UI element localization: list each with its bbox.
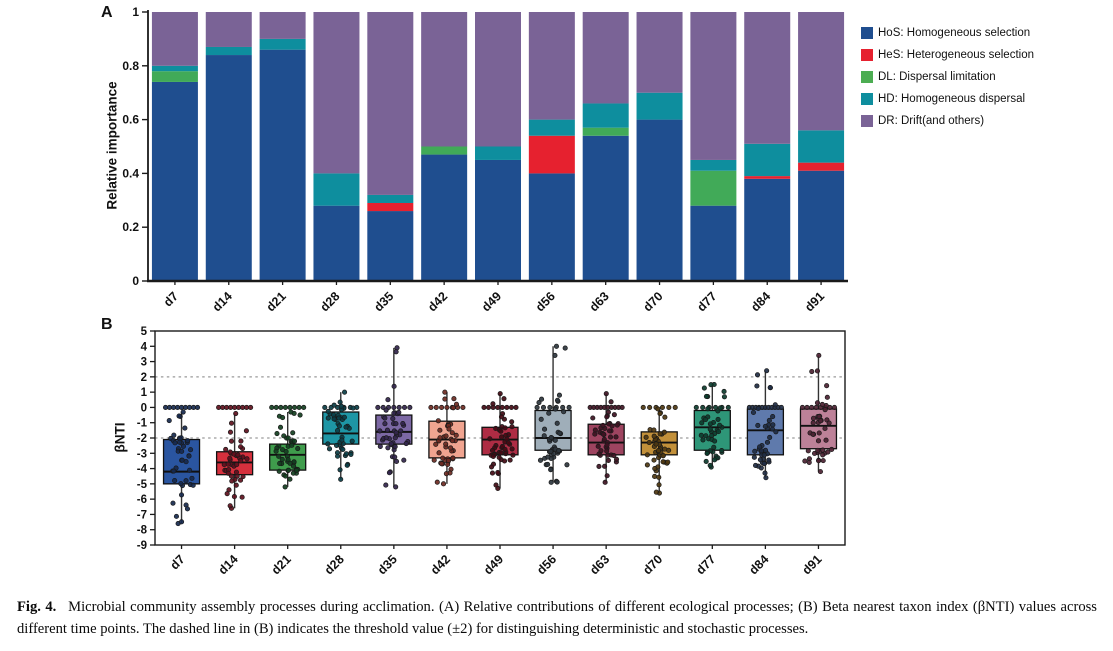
svg-text:-7: -7 [137, 509, 147, 521]
svg-text:0.8: 0.8 [122, 59, 139, 73]
svg-text:d84: d84 [746, 552, 771, 577]
svg-text:d49: d49 [479, 289, 504, 314]
svg-text:-9: -9 [137, 540, 147, 552]
legend-item-4: DR: Drift(and others) [861, 114, 1034, 127]
svg-text:0.6: 0.6 [122, 113, 139, 127]
svg-text:0.4: 0.4 [122, 166, 139, 180]
svg-text:d77: d77 [693, 552, 718, 577]
svg-text:-2: -2 [137, 433, 147, 445]
svg-text:d21: d21 [269, 552, 294, 577]
svg-text:3: 3 [141, 357, 147, 369]
svg-text:d35: d35 [371, 289, 396, 314]
svg-text:d28: d28 [317, 289, 342, 314]
chart-legend: HoS: Homogeneous selection HeS: Heterogen… [861, 26, 1034, 136]
svg-text:4: 4 [141, 341, 148, 353]
legend-swatch-icon [861, 92, 873, 105]
svg-text:-8: -8 [137, 525, 148, 537]
svg-text:d84: d84 [748, 289, 773, 314]
svg-text:0: 0 [141, 402, 147, 414]
svg-text:-6: -6 [137, 494, 147, 506]
svg-text:d7: d7 [161, 289, 181, 309]
svg-text:d91: d91 [802, 289, 827, 314]
svg-text:2: 2 [141, 372, 147, 384]
svg-text:d35: d35 [375, 552, 400, 577]
legend-item-label: HD: Homogeneous dispersal [878, 92, 1026, 105]
svg-text:d42: d42 [425, 289, 450, 314]
svg-text:d49: d49 [481, 552, 506, 577]
svg-text:1: 1 [141, 387, 148, 399]
svg-text:-3: -3 [137, 448, 147, 460]
legend-swatch-icon [861, 26, 873, 39]
legend-item-1: HeS: Heterogeneous selection [861, 48, 1034, 61]
svg-text:1: 1 [132, 5, 139, 19]
svg-text:-5: -5 [137, 479, 148, 491]
legend-item-3: HD: Homogeneous dispersal [861, 92, 1034, 105]
svg-text:d56: d56 [533, 289, 558, 314]
legend-item-label: DL: Dispersal limitation [878, 70, 996, 83]
svg-text:d70: d70 [640, 552, 665, 577]
figure-caption-label: Fig. 4. [17, 599, 64, 615]
svg-text:0: 0 [132, 274, 139, 288]
svg-text:d70: d70 [641, 289, 666, 314]
legend-swatch-icon [861, 114, 873, 127]
svg-text:d21: d21 [264, 289, 289, 314]
svg-text:d91: d91 [799, 552, 824, 577]
panel-b-boxplot-chart: 5 4 3 2 1 0 -1 -2 -3 -4 -5 -6 -7 -8 -9 d7 d14 d21 d28 d35 d4… [137, 326, 846, 577]
legend-item-label: DR: Drift(and others) [878, 114, 985, 127]
svg-text:d63: d63 [587, 552, 612, 577]
legend-item-2: DL: Dispersal limitation [861, 70, 1034, 83]
figure-caption: Fig. 4. Microbial community assembly pro… [17, 596, 1097, 640]
svg-text:d63: d63 [587, 289, 612, 314]
panel-b-label: B [101, 316, 113, 333]
svg-text:d42: d42 [428, 552, 453, 577]
svg-text:d28: d28 [322, 552, 347, 577]
panel-a-stacked-bar-chart: 0 0.2 0.4 0.6 0.8 1 d7 d14 d21 d28 d35 d42 d49 d56 d63… [122, 5, 848, 314]
svg-text:d7: d7 [167, 552, 187, 572]
svg-text:-1: -1 [137, 418, 148, 430]
svg-text:5: 5 [141, 326, 148, 338]
legend-item-label: HoS: Homogeneous selection [878, 26, 1031, 39]
svg-text:d77: d77 [694, 289, 719, 314]
svg-text:d56: d56 [534, 552, 559, 577]
figure-caption-text: Microbial community assembly processes d… [17, 599, 1097, 637]
svg-text:d14: d14 [210, 289, 235, 314]
svg-text:d14: d14 [216, 552, 241, 577]
panel-a-label: A [101, 4, 113, 21]
legend-item-0: HoS: Homogeneous selection [861, 26, 1034, 39]
svg-text:-4: -4 [137, 464, 148, 476]
svg-text:0.2: 0.2 [122, 220, 139, 234]
legend-swatch-icon [861, 48, 873, 61]
legend-item-label: HeS: Heterogeneous selection [878, 48, 1034, 61]
legend-swatch-icon [861, 70, 873, 83]
